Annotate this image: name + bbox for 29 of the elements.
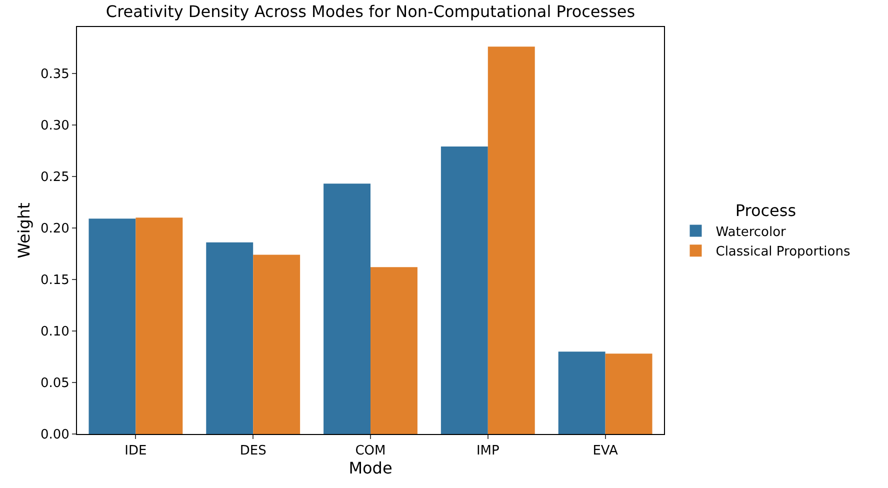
bar bbox=[605, 354, 652, 434]
legend-label: Watercolor bbox=[716, 224, 787, 240]
x-tick-label: IMP bbox=[476, 444, 500, 459]
y-tick-label: 0.00 bbox=[40, 428, 70, 443]
y-tick-label: 0.10 bbox=[40, 324, 70, 340]
y-tick-label: 0.35 bbox=[40, 66, 70, 82]
legend-title: Process bbox=[735, 200, 796, 220]
y-axis-title: Weight bbox=[14, 202, 34, 258]
bar bbox=[88, 218, 136, 434]
bar bbox=[136, 218, 183, 434]
x-tick-label: DES bbox=[240, 444, 266, 459]
bar bbox=[440, 146, 488, 434]
bar bbox=[558, 352, 606, 434]
y-tick-label: 0.15 bbox=[40, 272, 70, 288]
bar bbox=[370, 267, 418, 434]
y-tick-label: 0.25 bbox=[40, 170, 70, 185]
chart-title: Creativity Density Across Modes for Non-Computational Processes bbox=[106, 2, 636, 22]
bar bbox=[253, 254, 300, 434]
x-tick-label: IDE bbox=[124, 444, 147, 459]
legend-label: Classical Proportions bbox=[716, 244, 850, 260]
bar bbox=[206, 242, 254, 434]
x-tick-label: EVA bbox=[592, 444, 618, 459]
bar bbox=[324, 184, 370, 434]
y-tick-label: 0.20 bbox=[40, 221, 70, 236]
x-tick-label: COM bbox=[355, 444, 386, 459]
x-axis-title: Mode bbox=[348, 458, 392, 478]
bar bbox=[488, 46, 535, 434]
y-tick-label: 0.05 bbox=[40, 376, 70, 392]
y-tick-label: 0.30 bbox=[40, 118, 70, 134]
